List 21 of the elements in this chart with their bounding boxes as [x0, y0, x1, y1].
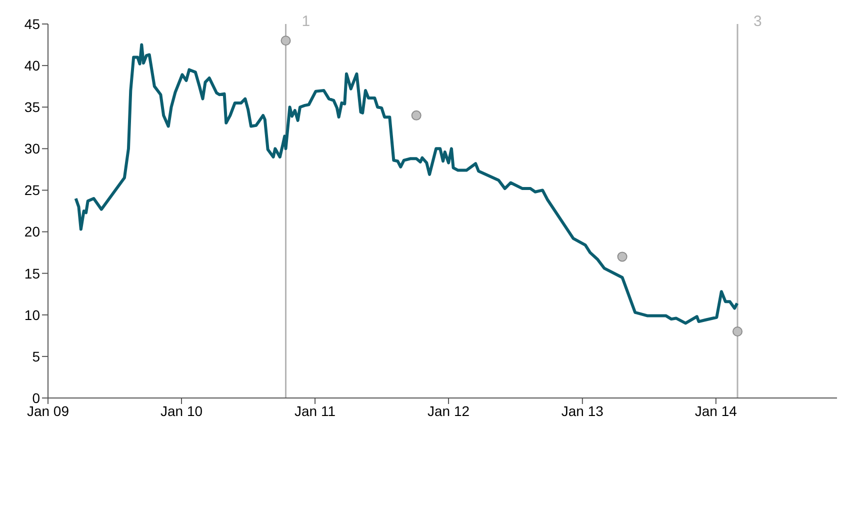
y-tick-label: 20 — [24, 224, 40, 240]
ref-line-label: 3 — [754, 13, 762, 30]
y-tick-label: 15 — [24, 265, 40, 282]
y-tick-label: 10 — [24, 306, 40, 323]
point — [732, 326, 743, 337]
y-tick-label: 40 — [24, 58, 40, 74]
x-tick-label: Jan 14 — [694, 402, 738, 419]
x-tick-label: Jan 11 — [294, 402, 336, 419]
y-tick-label: 30 — [24, 140, 40, 157]
y-tick-label: 5 — [32, 348, 40, 364]
y-tick-label: 35 — [24, 99, 40, 116]
x-tick-label: Jan 13 — [561, 402, 604, 419]
point — [411, 110, 422, 120]
point — [280, 36, 291, 46]
y-tick-label: 25 — [24, 182, 40, 198]
x-tick-label: Jan 12 — [428, 402, 470, 419]
line-series — [74, 43, 739, 325]
y-tick-label: 45 — [24, 16, 40, 32]
x-tick-label: Jan 10 — [160, 402, 203, 419]
ref-line-label: 1 — [302, 13, 310, 30]
point — [617, 252, 628, 262]
